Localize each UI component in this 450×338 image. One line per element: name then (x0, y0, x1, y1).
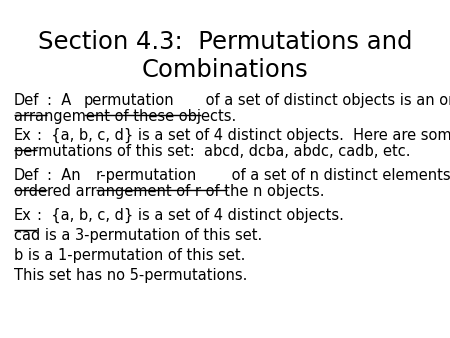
Text: permutations of this set:  abcd, dcba, abdc, cadb, etc.: permutations of this set: abcd, dcba, ab… (14, 144, 410, 159)
Text: Section 4.3:  Permutations and: Section 4.3: Permutations and (38, 30, 412, 54)
Text: r-permutation: r-permutation (96, 168, 198, 183)
Text: :  An: : An (47, 168, 85, 183)
Text: :  {a, b, c, d} is a set of 4 distinct objects.: : {a, b, c, d} is a set of 4 distinct ob… (37, 208, 344, 223)
Text: arrangement of these objects.: arrangement of these objects. (14, 109, 236, 124)
Text: of a set of n distinct elements is an: of a set of n distinct elements is an (227, 168, 450, 183)
Text: This set has no 5-permutations.: This set has no 5-permutations. (14, 268, 248, 283)
Text: Ex: Ex (14, 128, 32, 143)
Text: :  A: : A (47, 93, 76, 108)
Text: Def: Def (14, 93, 40, 108)
Text: b is a 1-permutation of this set.: b is a 1-permutation of this set. (14, 248, 245, 263)
Text: :  {a, b, c, d} is a set of 4 distinct objects.  Here are some: : {a, b, c, d} is a set of 4 distinct ob… (37, 128, 450, 143)
Text: Ex: Ex (14, 208, 32, 223)
Text: of a set of distinct objects is an ordered: of a set of distinct objects is an order… (201, 93, 450, 108)
Text: permutation: permutation (84, 93, 175, 108)
Text: ordered arrangement of r of the n objects.: ordered arrangement of r of the n object… (14, 184, 324, 199)
Text: Combinations: Combinations (142, 58, 308, 82)
Text: cad is a 3-permutation of this set.: cad is a 3-permutation of this set. (14, 228, 262, 243)
Text: Def: Def (14, 168, 40, 183)
